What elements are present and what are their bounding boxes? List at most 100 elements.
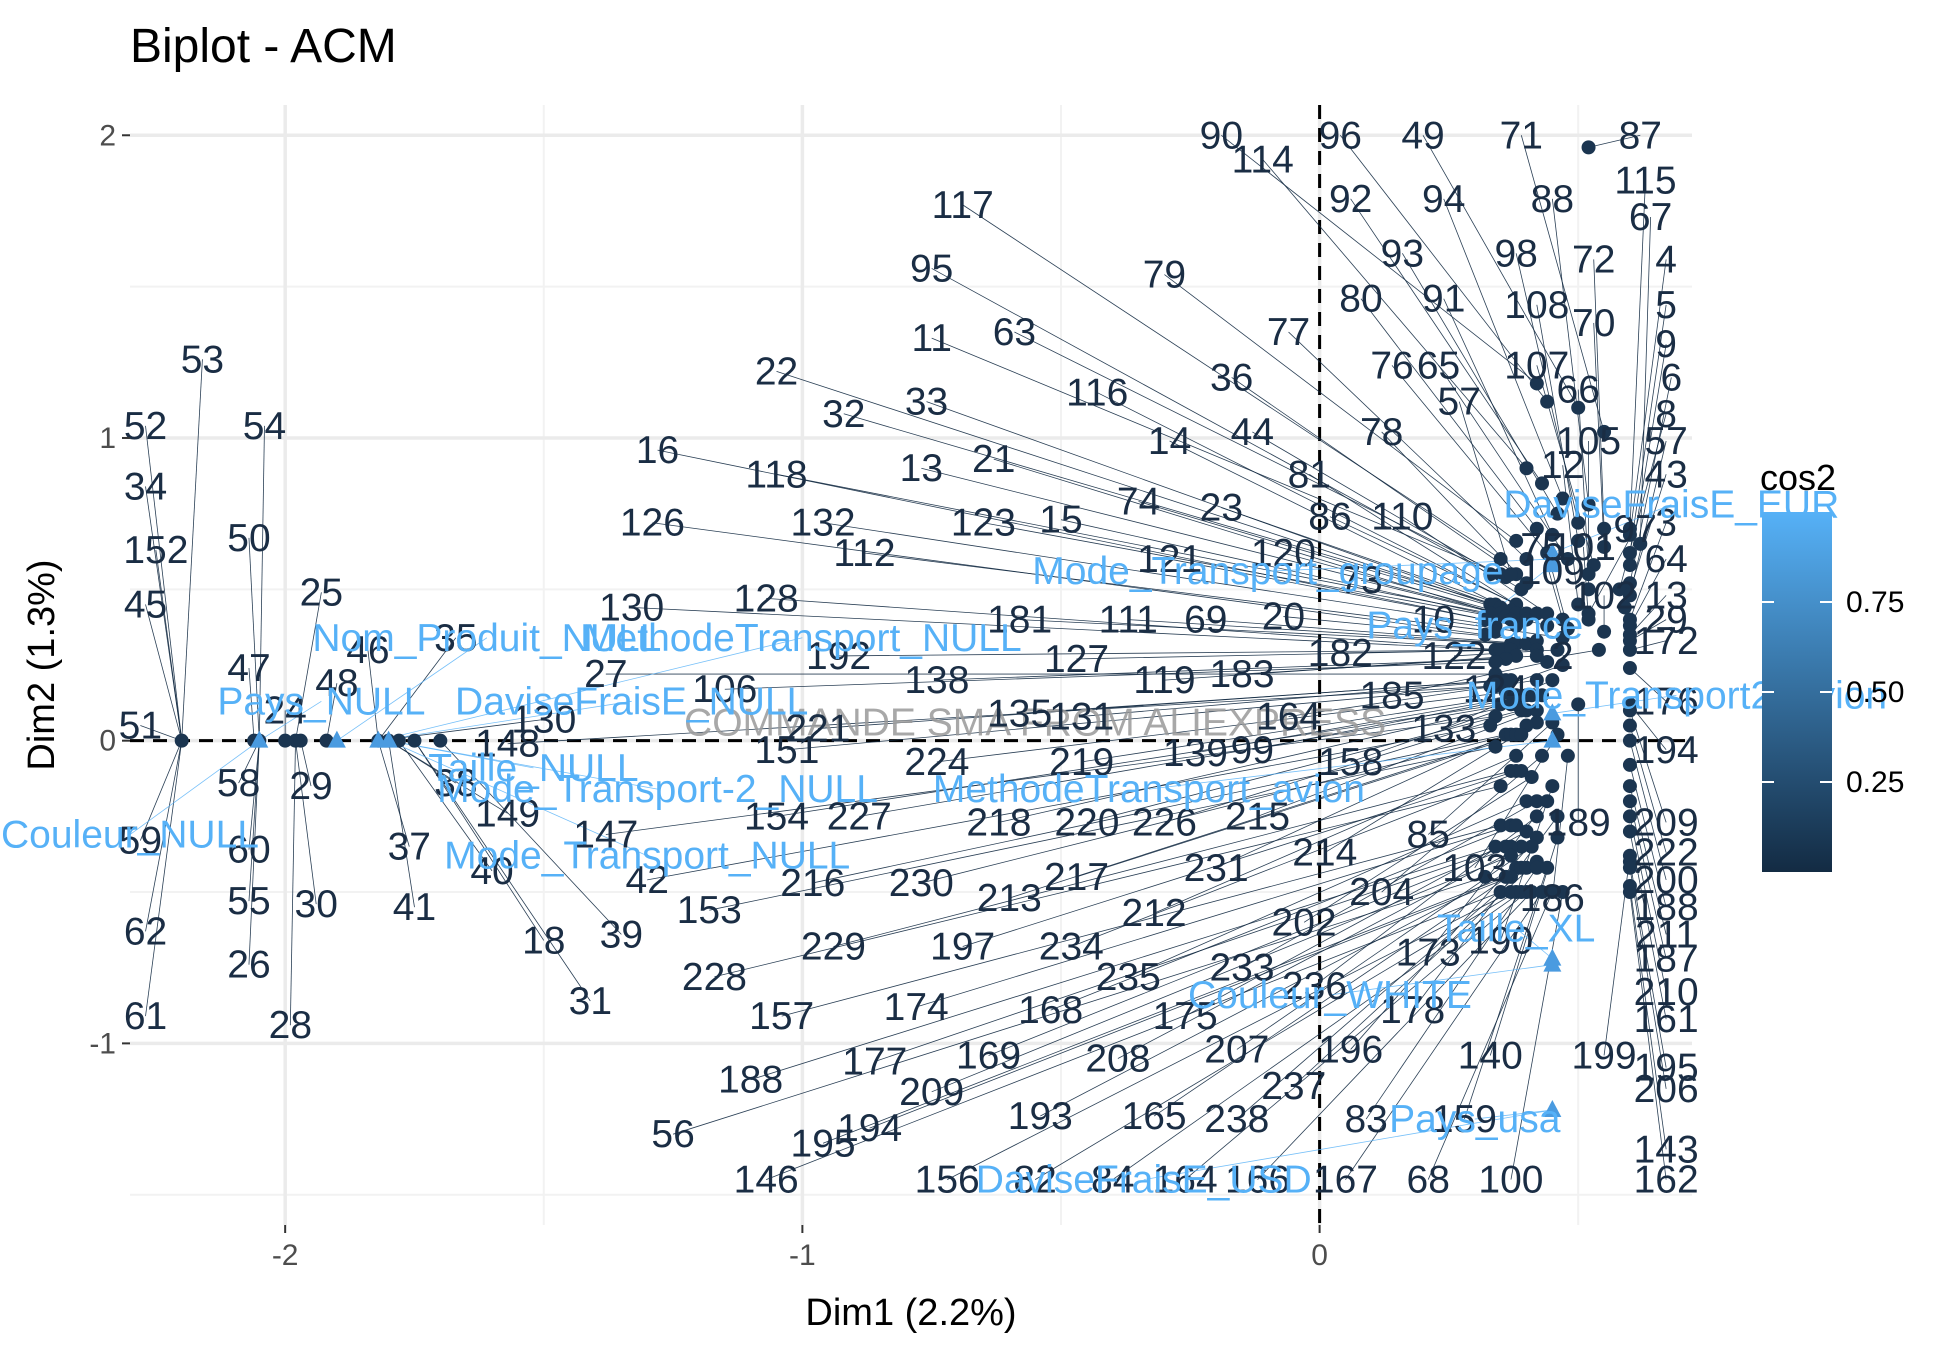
label-segment — [921, 734, 1512, 884]
individual-label: 110 — [1371, 496, 1433, 539]
individual-point — [1560, 552, 1575, 567]
label-segment — [145, 740, 183, 932]
category-label: Pays_usa — [1389, 1098, 1561, 1141]
individual-label: 237 — [1261, 1065, 1326, 1108]
individual-label: 82 — [1013, 1159, 1056, 1202]
label-segments — [129, 134, 1677, 1180]
individual-label: 13 — [900, 447, 943, 490]
individual-label: 208 — [1085, 1038, 1150, 1081]
individual-point — [1519, 860, 1534, 875]
label-segment — [1009, 734, 1517, 899]
label-segment — [822, 876, 1506, 1144]
individual-point — [1540, 394, 1555, 409]
category-segment — [1552, 504, 1672, 554]
individual-label: 30 — [295, 883, 338, 926]
individual-point — [1519, 703, 1534, 718]
individual-label: 143 — [1634, 1128, 1699, 1171]
individual-label: 29 — [1644, 599, 1687, 642]
axis-ticks: -2 -1 0 -1 0 1 2 — [89, 119, 1328, 1272]
label-segment — [1040, 867, 1517, 1117]
individual-label: 64 — [1644, 538, 1687, 581]
individual-label: 162 — [1634, 1159, 1699, 1202]
label-segment — [181, 359, 203, 741]
individual-label: 175 — [1153, 995, 1218, 1038]
individual-label: 8 — [1655, 393, 1677, 436]
individual-label: 10 — [1412, 599, 1455, 642]
label-segment — [1360, 298, 1538, 530]
label-segment — [440, 740, 622, 935]
individual-label: 189 — [1546, 801, 1611, 844]
individual-label: 157 — [749, 995, 814, 1038]
category-label: Pays_NULL — [217, 680, 425, 723]
category-label: DaviseFraisE_USD — [976, 1159, 1312, 1202]
label-segment — [1019, 619, 1511, 645]
individual-label: 168 — [1018, 989, 1083, 1032]
label-segment — [1402, 516, 1548, 614]
label-segment — [833, 770, 1512, 947]
individual-point — [1622, 718, 1637, 733]
individual-label: 196 — [1318, 1028, 1383, 1071]
label-segment — [414, 740, 591, 1002]
y-tick-label: 1 — [99, 422, 116, 455]
label-segment — [776, 370, 1491, 605]
points-layer — [174, 140, 1648, 1117]
category-point-triangle — [1543, 730, 1562, 748]
label-segment — [1629, 725, 1667, 853]
category-label: Mode_Transport-2_NULL — [437, 768, 878, 811]
individual-point — [1571, 697, 1586, 712]
individual-label: 176 — [1634, 680, 1699, 723]
individual-point — [1529, 809, 1544, 824]
category-segment — [1148, 740, 1553, 790]
individual-point — [1545, 673, 1560, 688]
individual-label: 93 — [1381, 232, 1424, 275]
legend-ticks: 0.25 0.50 0.75 — [1762, 586, 1904, 799]
individual-label: 169 — [956, 1034, 1021, 1077]
individual-label: 84 — [1091, 1159, 1134, 1202]
individual-label: 156 — [915, 1159, 980, 1202]
label-segment — [1112, 891, 1522, 1180]
individual-label: 138 — [904, 659, 969, 702]
individual-label: 91 — [1422, 278, 1465, 321]
plot-panel — [130, 105, 1692, 1225]
label-segment — [1391, 365, 1548, 554]
individual-point — [1519, 794, 1534, 809]
individual-label: 20 — [1262, 596, 1305, 639]
individual-point — [1529, 673, 1544, 688]
individual-point — [1488, 739, 1503, 754]
label-segment — [1443, 298, 1553, 536]
label-segment — [1288, 331, 1527, 560]
individual-label: 114 — [1232, 138, 1294, 181]
label-segment — [750, 846, 1496, 1081]
y-tick-label: 2 — [99, 119, 116, 152]
label-segment — [1629, 816, 1667, 992]
category-label: Taille_NULL — [428, 747, 638, 790]
individual-label: 207 — [1204, 1028, 1269, 1071]
label-segment — [1071, 770, 1522, 947]
individual-label: 217 — [1044, 856, 1109, 899]
individual-label: 5 — [1655, 284, 1677, 327]
label-segment — [1097, 392, 1517, 605]
label-segment — [709, 746, 1496, 911]
label-segment — [931, 855, 1512, 1093]
individual-point — [1493, 779, 1508, 794]
individual-label: 238 — [1204, 1098, 1269, 1141]
individual-label: 73 — [1339, 559, 1382, 602]
individual-label: 109 — [1520, 550, 1585, 593]
label-segment — [139, 740, 183, 841]
label-segment — [998, 703, 1517, 823]
individual-point — [1540, 606, 1555, 621]
label-segment — [936, 658, 1506, 681]
label-segment — [1221, 134, 1538, 384]
label-segment — [1329, 516, 1538, 614]
individual-label: 148 — [475, 723, 540, 766]
individual-label: 11 — [911, 317, 952, 360]
individual-point — [1529, 376, 1544, 391]
individual-point — [1550, 809, 1565, 824]
individual-point — [1488, 839, 1503, 854]
label-segment — [1551, 198, 1589, 505]
label-segment — [786, 685, 1496, 751]
individual-label: 139 — [1163, 732, 1228, 775]
individual-label: 190 — [1468, 919, 1533, 962]
